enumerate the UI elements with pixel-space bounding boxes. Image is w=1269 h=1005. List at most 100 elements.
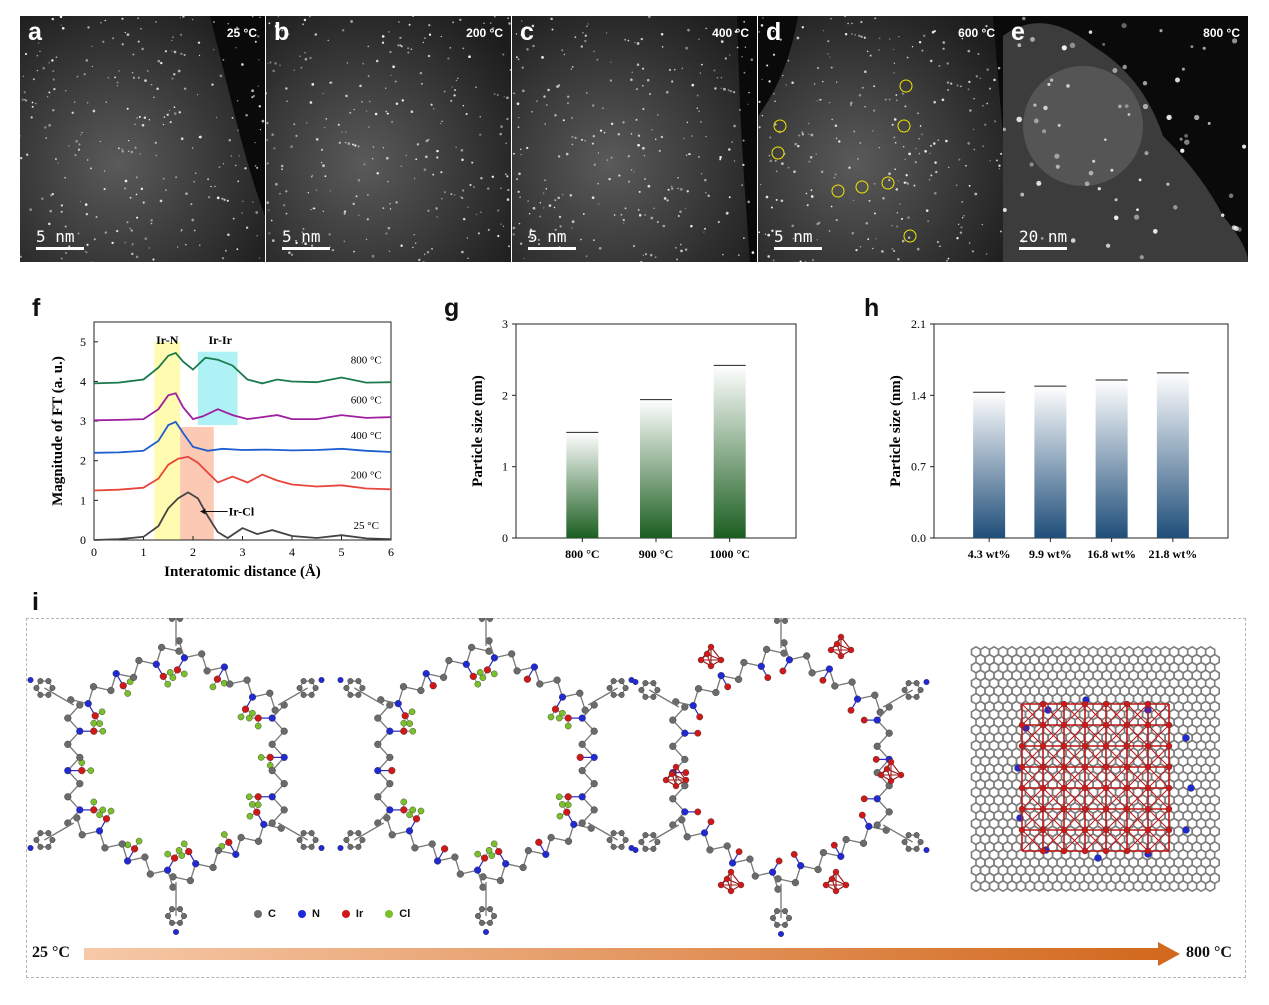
atom-spot [169, 121, 172, 124]
atom-spot [742, 139, 745, 142]
x-tick-label: 1 [141, 545, 147, 559]
atom [245, 714, 253, 722]
atom-spot [844, 16, 847, 18]
atom-spot [553, 233, 555, 235]
atom-spot [677, 215, 680, 217]
atom-spot [998, 168, 1000, 170]
atom-spot [937, 139, 940, 142]
x-tick-label: 9.9 wt% [1029, 547, 1072, 561]
atom-spot [22, 75, 24, 78]
atom-spot [135, 255, 139, 259]
atom [1123, 763, 1131, 771]
atom [723, 875, 731, 883]
atom-spot [285, 87, 288, 90]
atom-spot [854, 34, 856, 36]
carbon-sheet [972, 648, 1218, 894]
atom-spot [580, 238, 582, 241]
atom-spot [830, 66, 833, 69]
atom-spot [381, 35, 385, 38]
atom-spot [52, 78, 55, 81]
atom [1081, 784, 1089, 792]
atom [417, 686, 425, 695]
atom [774, 618, 780, 624]
atom [650, 693, 657, 700]
atom-spot [898, 36, 900, 38]
atom-spot [1144, 151, 1149, 156]
atom-spot [258, 105, 261, 108]
atom-spot [547, 88, 550, 92]
atom-spot [178, 111, 181, 114]
atom-spot [515, 56, 518, 59]
atom-spot [821, 80, 824, 83]
atom [257, 754, 265, 761]
atom-spot [324, 126, 326, 129]
atom-spot [315, 138, 319, 141]
atom [1187, 784, 1195, 792]
atom-spot [372, 158, 374, 160]
atom-spot [724, 57, 727, 60]
atom-spot [762, 17, 764, 19]
atom [610, 691, 617, 698]
atom-spot [1020, 192, 1025, 197]
stem-image [758, 16, 1003, 262]
atom [388, 831, 396, 839]
atom-spot [780, 199, 784, 203]
bond [1084, 766, 1107, 789]
atom-spot [389, 202, 391, 205]
atom [669, 742, 677, 750]
atom [683, 833, 691, 841]
atom [428, 840, 436, 848]
atom-spot [967, 88, 970, 91]
atom [564, 722, 572, 730]
legend-item-n: N [297, 908, 320, 920]
atom-spot [725, 211, 729, 215]
atom-spot [517, 190, 520, 193]
atom-spot [792, 237, 795, 240]
atom-spot [328, 233, 331, 236]
atom-spot [410, 110, 414, 114]
atom-spot [45, 137, 48, 140]
atom-spot [24, 98, 26, 101]
atom [168, 906, 175, 913]
atom-spot [574, 36, 577, 39]
atom-spot [924, 149, 927, 153]
atom-spot [440, 35, 442, 38]
atom [487, 906, 494, 913]
atom-spot [828, 230, 831, 232]
legend-item-ir: Ir [341, 908, 363, 920]
atom [246, 812, 254, 820]
stem-image-d: d 600 °C 5 nm [758, 16, 1003, 262]
atom [1060, 742, 1068, 750]
atom [778, 931, 785, 938]
atom-spot [758, 100, 761, 104]
annotation-ir-cl: Ir-Cl [229, 504, 255, 518]
atom-spot [95, 216, 98, 218]
atom-spot [660, 32, 664, 36]
atom [440, 673, 448, 682]
atom [737, 881, 745, 889]
atom-spot [500, 223, 502, 225]
atom-spot [104, 231, 108, 234]
atom-spot [367, 126, 370, 128]
atom-spot [985, 24, 988, 28]
atom [490, 670, 498, 678]
atom [479, 906, 486, 913]
atom-spot [399, 44, 402, 47]
atom [1060, 784, 1068, 792]
atom-spot [571, 227, 573, 229]
atom-spot [68, 144, 70, 147]
atom-spot [419, 71, 423, 75]
atom-spot [969, 109, 972, 112]
atom [782, 618, 788, 624]
atom-spot [516, 102, 520, 106]
atom-spot [242, 200, 244, 203]
atom-spot [232, 217, 235, 220]
atom-spot [917, 112, 920, 115]
atom-spot [787, 59, 790, 62]
atom [268, 740, 276, 748]
atom-spot [571, 135, 574, 139]
atom-spot [413, 177, 416, 180]
atom-spot [574, 136, 577, 140]
atom-spot [1042, 129, 1047, 134]
